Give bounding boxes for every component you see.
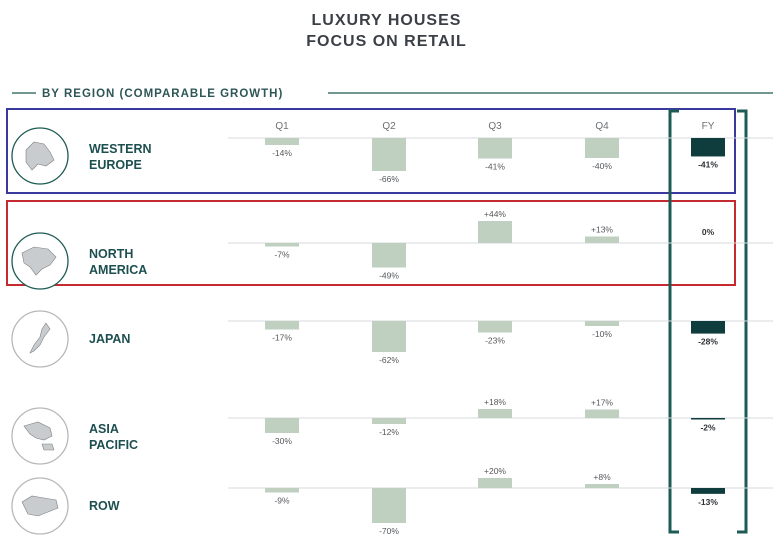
bar-row-q3	[478, 478, 512, 488]
fy-value-label-asia-pacific: -2%	[700, 423, 716, 433]
column-header-q2: Q2	[382, 121, 396, 132]
bar-asia-pacific-q2	[372, 418, 406, 424]
western-europe-highlight-box	[6, 108, 736, 194]
value-label-western-europe-q2: -66%	[379, 174, 399, 184]
bar-north-america-q2	[372, 243, 406, 268]
bar-north-america-q1	[265, 243, 299, 247]
fy-value-label-japan: -28%	[698, 337, 718, 347]
europe-map-icon	[25, 141, 55, 171]
region-label-western-europe-1: WESTERN	[89, 142, 152, 156]
region-label-north-america-2: AMERICA	[89, 263, 147, 277]
value-label-north-america-q2: -49%	[379, 271, 399, 281]
world-map-icon	[21, 495, 59, 517]
bar-north-america-q4	[585, 236, 619, 243]
bar-western-europe-q4	[585, 138, 619, 158]
region-label-row-1: ROW	[89, 499, 120, 513]
value-label-row-q3: +20%	[484, 466, 506, 476]
asia-pacific-map-icon	[23, 421, 55, 451]
bar-north-america-q3	[478, 221, 512, 243]
bar-japan-q2	[372, 321, 406, 352]
value-label-north-america-q4: +13%	[591, 225, 613, 235]
value-label-row-q4: +8%	[593, 472, 611, 482]
value-label-row-q1: -9%	[274, 496, 290, 506]
bar-row-q2	[372, 488, 406, 523]
value-label-asia-pacific-q4: +17%	[591, 398, 613, 408]
value-label-western-europe-q1: -14%	[272, 148, 292, 158]
value-label-asia-pacific-q1: -30%	[272, 436, 292, 446]
region-label-asia-pacific-1: ASIA	[89, 422, 119, 436]
bar-western-europe-q3	[478, 138, 512, 159]
fy-value-label-north-america: 0%	[702, 227, 715, 237]
region-label-japan-1: JAPAN	[89, 332, 130, 346]
region-label-north-america-1: NORTH	[89, 247, 133, 261]
column-header-q4: Q4	[595, 121, 609, 132]
japan-map-icon	[29, 322, 51, 354]
value-label-row-q2: -70%	[379, 526, 399, 536]
value-label-asia-pacific-q2: -12%	[379, 427, 399, 437]
value-label-north-america-q1: -7%	[274, 250, 290, 260]
region-label-asia-pacific-2: PACIFIC	[89, 438, 138, 452]
value-label-western-europe-q4: -40%	[592, 161, 612, 171]
value-label-asia-pacific-q3: +18%	[484, 397, 506, 407]
bar-japan-q4	[585, 321, 619, 326]
bar-asia-pacific-q1	[265, 418, 299, 433]
value-label-japan-q3: -23%	[485, 336, 505, 346]
chart-title-line-1: LUXURY HOUSES	[311, 12, 462, 29]
fy-bar-western-europe	[691, 138, 725, 157]
section-label: BY REGION (COMPARABLE GROWTH)	[42, 88, 283, 100]
column-header-q1: Q1	[275, 121, 289, 132]
fy-value-label-western-europe: -41%	[698, 159, 718, 169]
fy-value-label-row: -13%	[698, 497, 718, 507]
column-header-fy: FY	[702, 121, 715, 132]
bar-asia-pacific-q3	[478, 409, 512, 418]
bar-row-q4	[585, 484, 619, 488]
region-label-western-europe-2: EUROPE	[89, 158, 142, 172]
chart-title-line-2: FOCUS ON RETAIL	[306, 33, 467, 50]
value-label-japan-q4: -10%	[592, 329, 612, 339]
column-header-q3: Q3	[488, 121, 502, 132]
bar-western-europe-q2	[372, 138, 406, 171]
bar-japan-q1	[265, 321, 299, 330]
bar-western-europe-q1	[265, 138, 299, 145]
north-america-map-icon	[21, 246, 57, 276]
bar-asia-pacific-q4	[585, 409, 619, 418]
value-label-japan-q2: -62%	[379, 355, 399, 365]
value-label-japan-q1: -17%	[272, 333, 292, 343]
fy-bar-asia-pacific	[691, 418, 725, 420]
fy-bar-japan	[691, 321, 725, 334]
fy-bar-row	[691, 488, 725, 494]
value-label-western-europe-q3: -41%	[485, 162, 505, 172]
bar-row-q1	[265, 488, 299, 493]
value-label-north-america-q3: +44%	[484, 209, 506, 219]
bar-japan-q3	[478, 321, 512, 333]
